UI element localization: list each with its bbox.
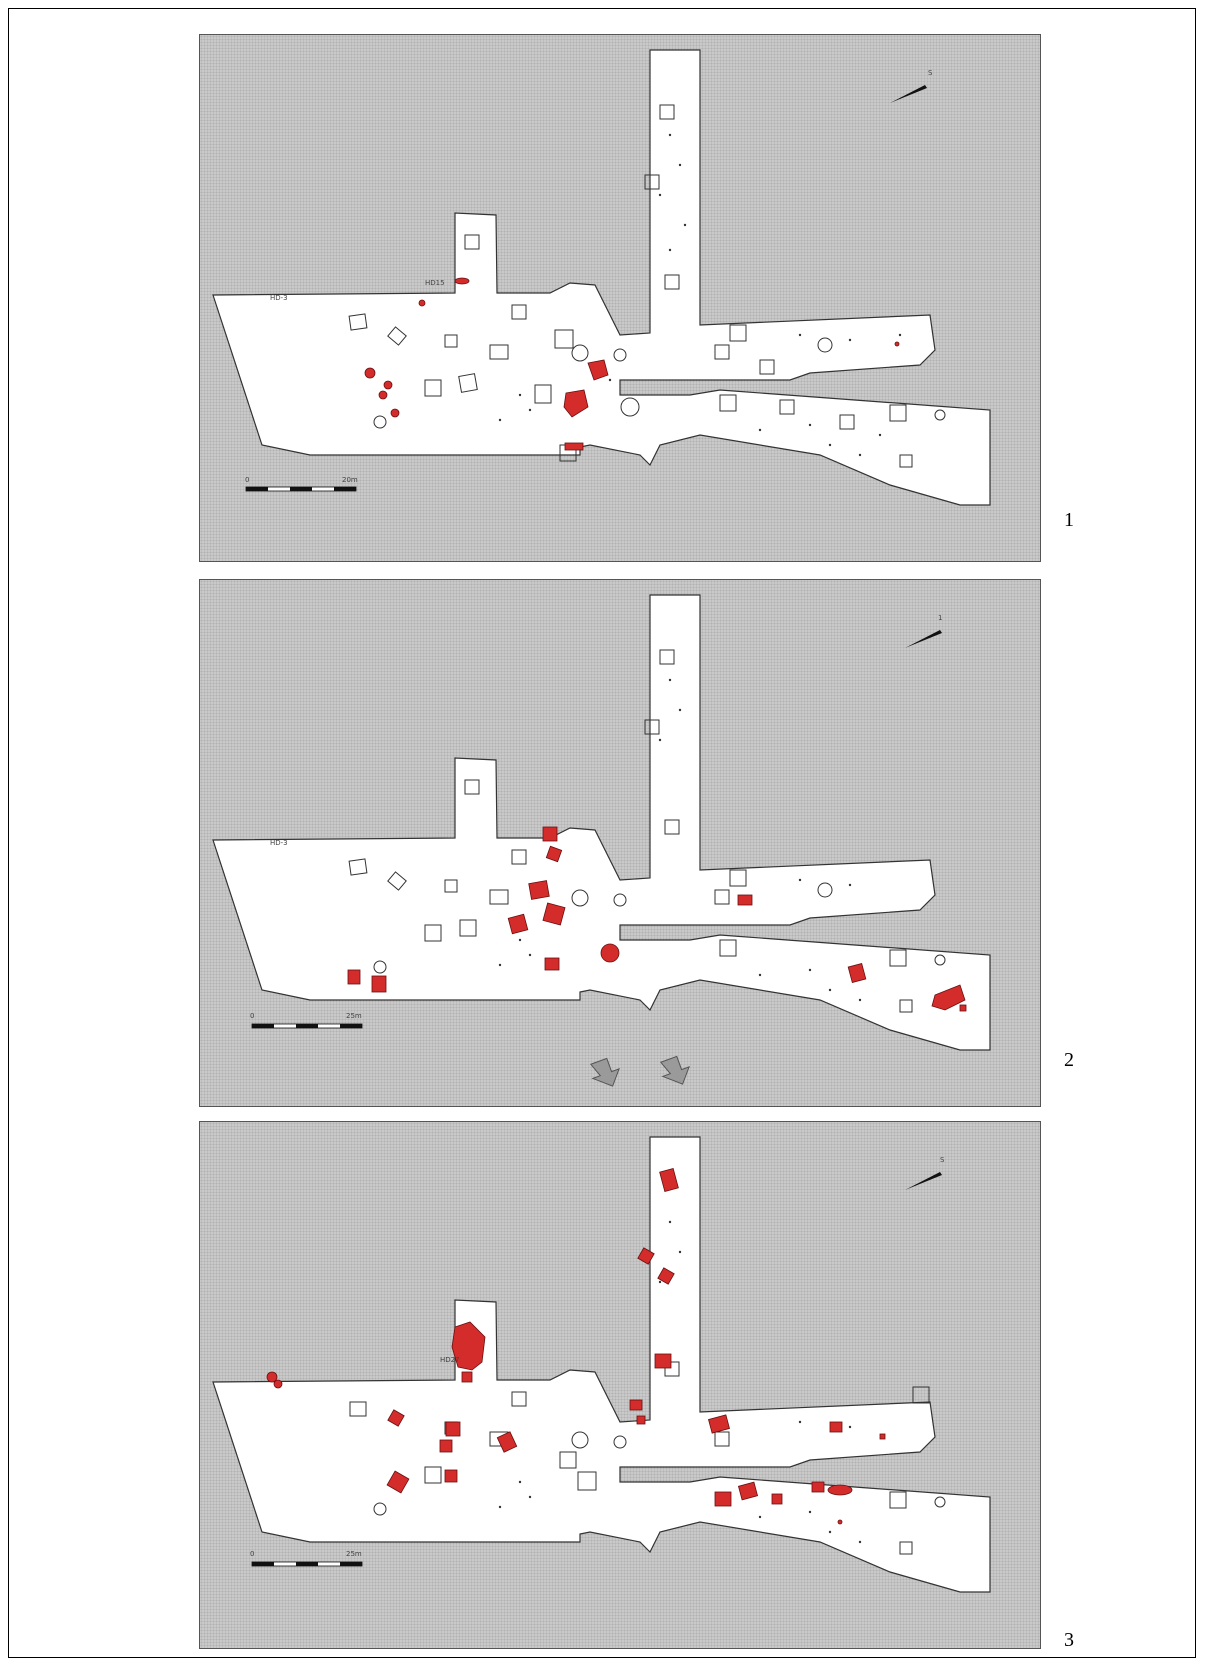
excavation-outline: [212, 594, 991, 1051]
site-label: HD-3: [270, 839, 288, 847]
scale-bar: 0 25m: [250, 1012, 363, 1029]
north-label: S: [928, 69, 933, 77]
panel-number-2: 2: [1064, 1049, 1074, 1071]
scale-end: 25m: [346, 1012, 362, 1020]
plan-2-svg: 1 0 25m HD-3: [212, 594, 991, 1087]
red-features: [266, 1168, 886, 1525]
direction-arrows: [589, 1055, 690, 1087]
excavation-outline: [212, 49, 991, 506]
north-label: 1: [938, 614, 942, 622]
scale-zero: 0: [250, 1550, 254, 1558]
site-label: HD-3: [270, 294, 288, 302]
site-plan-phase-2: 1 0 25m HD-3: [199, 579, 1041, 1107]
post-holes: [498, 678, 862, 1002]
scale-end: 25m: [346, 1550, 362, 1558]
north-arrow: 1: [905, 614, 942, 648]
post-holes: [498, 1220, 862, 1544]
excavation-outline: [212, 1136, 991, 1593]
red-feature-label: HD27: [440, 1356, 460, 1364]
north-label: S: [940, 1156, 945, 1164]
panel-number-1: 1: [1064, 509, 1074, 531]
plan-3-svg: S 0 25m HD27: [212, 1136, 991, 1593]
red-feature-label: HD15: [425, 279, 445, 287]
post-holes: [498, 133, 902, 457]
scale-zero: 0: [250, 1012, 254, 1020]
structure-outlines: [348, 104, 946, 468]
figure-frame: S 0 20m HD-3 HD15 1: [8, 8, 1196, 1658]
site-plan-phase-3: S 0 25m HD27: [199, 1121, 1041, 1649]
scale-bar: 0 25m: [250, 1550, 363, 1567]
red-features: [364, 277, 900, 451]
north-arrow: S: [890, 69, 933, 103]
red-features: [347, 826, 967, 1012]
panel-number-3: 3: [1064, 1629, 1074, 1651]
structure-outlines: [348, 649, 946, 1013]
site-plan-phase-1: S 0 20m HD-3 HD15: [199, 34, 1041, 562]
scale-end: 20m: [342, 476, 358, 484]
north-arrow: S: [905, 1156, 945, 1190]
scale-zero: 0: [245, 476, 249, 484]
plan-1-svg: S 0 20m HD-3 HD15: [212, 49, 991, 506]
scale-bar: 0 20m: [245, 476, 358, 492]
